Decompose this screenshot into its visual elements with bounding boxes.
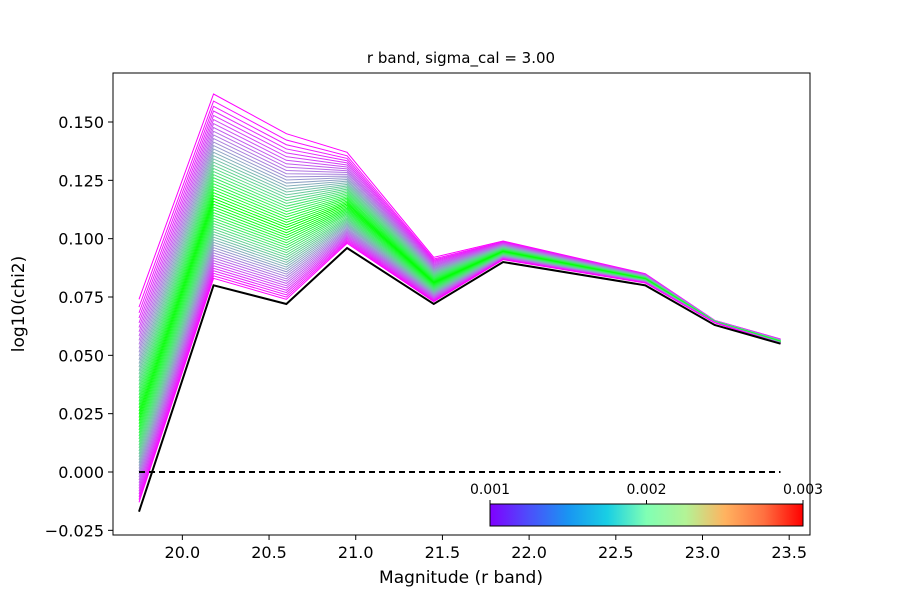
y-tick-label: 0.000 <box>58 463 104 482</box>
chart-title: r band, sigma_cal = 3.00 <box>367 49 555 68</box>
x-axis-label: Magnitude (r band) <box>379 568 543 588</box>
series-layer <box>138 93 781 512</box>
y-axis: −0.025 0.000 0.025 0.050 0.075 0.100 0.125 0.15… <box>45 113 113 540</box>
x-tick-label: 22.0 <box>511 543 547 562</box>
x-tick-label: 23.5 <box>771 543 807 562</box>
series-line <box>138 189 781 405</box>
colorbar-tick-label: 0.003 <box>783 482 823 498</box>
x-tick-label: 20.0 <box>165 543 201 562</box>
plot-frame <box>112 72 811 536</box>
series-line <box>138 214 781 440</box>
y-tick-label: 0.050 <box>58 346 104 365</box>
x-tick-label: 20.5 <box>251 543 287 562</box>
black-series-line <box>138 246 781 512</box>
y-tick-label: 0.150 <box>58 113 104 132</box>
y-tick-label: 0.075 <box>58 288 104 307</box>
x-tick-label: 21.5 <box>425 543 461 562</box>
x-tick-label: 23.0 <box>685 543 721 562</box>
series-line <box>138 210 781 431</box>
series-line <box>138 137 781 349</box>
y-tick-label: 0.125 <box>58 171 104 190</box>
x-tick-label: 22.5 <box>598 543 634 562</box>
x-tick-label: 21.0 <box>338 543 374 562</box>
y-tick-label: 0.025 <box>58 405 104 424</box>
colorbar-gradient <box>489 503 804 527</box>
colorbar-tick-label: 0.001 <box>470 482 510 498</box>
y-tick-label: 0.100 <box>58 230 104 249</box>
y-tick-label: −0.025 <box>45 521 104 540</box>
series-line <box>138 242 781 503</box>
series-line <box>138 197 781 415</box>
series-line <box>138 186 781 402</box>
colorbar-tick-label: 0.002 <box>626 482 666 498</box>
y-axis-label: log10(chi2) <box>9 256 29 352</box>
colorbar: 0.001 0.002 0.003 <box>470 482 823 527</box>
series-line <box>138 211 781 434</box>
x-axis: 20.0 20.5 21.0 21.5 22.0 22.5 23.0 23.5 <box>165 535 807 562</box>
colorbar-ticks: 0.001 0.002 0.003 <box>470 482 823 504</box>
